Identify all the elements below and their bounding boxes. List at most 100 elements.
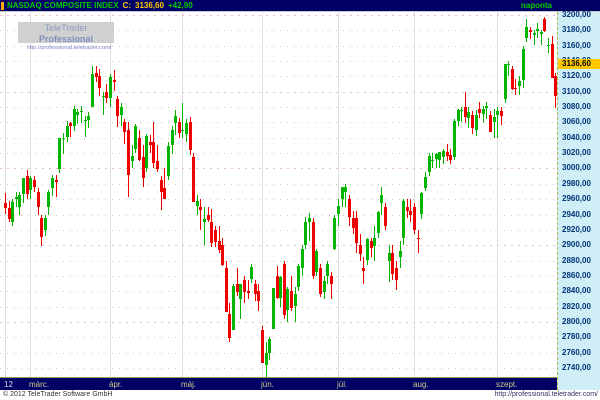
- candle: [438, 152, 441, 160]
- candle: [80, 111, 83, 112]
- candle: [399, 251, 402, 257]
- gridline-vertical: [182, 12, 183, 377]
- candle: [467, 112, 470, 118]
- gridline-horizontal: [0, 138, 557, 139]
- candle: [388, 253, 391, 261]
- price-axis[interactable]: 2740,00 2760,00 2780,00 2800,00 2820,00 2840,…: [557, 11, 600, 390]
- gridline-horizontal: [0, 107, 557, 108]
- price-axis-label: 2740,00: [562, 363, 591, 372]
- candle: [265, 353, 268, 365]
- candle: [525, 27, 528, 38]
- candle: [84, 120, 87, 121]
- candle-wick: [204, 207, 205, 245]
- candle-wick: [63, 133, 64, 154]
- gridline-horizontal: [0, 92, 557, 93]
- candle: [127, 130, 130, 175]
- candle: [496, 111, 499, 115]
- gridline-vertical: [414, 12, 415, 377]
- candle-wick: [16, 192, 17, 207]
- candle: [4, 203, 7, 208]
- candle: [181, 130, 184, 131]
- candle: [301, 249, 304, 268]
- gridline-horizontal: [0, 76, 557, 77]
- candle: [55, 180, 58, 182]
- candle-wick: [486, 102, 487, 119]
- candle: [149, 142, 152, 145]
- candle: [131, 156, 134, 161]
- candle: [160, 180, 163, 192]
- time-axis-label: aug.: [413, 380, 429, 389]
- candle: [15, 197, 18, 199]
- candle: [272, 288, 275, 329]
- gridline-horizontal: [0, 199, 557, 200]
- gridline-vertical: [497, 12, 498, 377]
- candle: [196, 201, 199, 206]
- candle: [123, 122, 126, 132]
- quote-bar: NASDAQ COMPOSITE INDEX C: 3136,60 +42,90…: [0, 0, 600, 12]
- candle: [243, 280, 246, 292]
- chart-plot-area[interactable]: TeleTrader Professional http://professio…: [0, 12, 557, 377]
- time-axis-label: márc.: [29, 380, 49, 389]
- watermark-brand: TeleTrader Professional: [38, 23, 94, 44]
- time-axis[interactable]: 12 márc. ápr. máj. jún. júl. aug. szept.: [0, 377, 557, 390]
- candle: [91, 74, 94, 107]
- gridline-horizontal: [0, 46, 557, 47]
- candle-wick: [77, 109, 78, 124]
- candle: [294, 294, 297, 306]
- candle: [33, 180, 36, 187]
- candle-wick: [410, 199, 411, 222]
- candle: [522, 49, 525, 80]
- timeframe-label[interactable]: naponta: [520, 0, 552, 10]
- candle: [312, 222, 315, 276]
- candle: [380, 195, 383, 203]
- candle: [87, 116, 90, 120]
- gridline-horizontal: [0, 353, 557, 354]
- candle: [134, 126, 137, 149]
- candle-wick: [331, 272, 332, 299]
- candle: [485, 106, 488, 108]
- candle: [413, 207, 416, 230]
- candle-wick: [182, 103, 183, 138]
- candle: [547, 45, 550, 46]
- candle: [105, 92, 108, 98]
- candle: [145, 136, 148, 168]
- candle: [482, 109, 485, 114]
- candle: [428, 156, 431, 172]
- candle: [540, 32, 543, 34]
- gridline-vertical: [262, 12, 263, 377]
- gridline-horizontal: [0, 261, 557, 262]
- candle: [308, 218, 311, 222]
- candle: [435, 154, 438, 159]
- time-axis-label: ápr.: [109, 380, 123, 389]
- price-axis-label: 2900,00: [562, 240, 591, 249]
- footer-url[interactable]: http://professional.teletrader.com/: [494, 391, 599, 398]
- candle: [185, 123, 188, 134]
- candle-wick: [508, 61, 509, 76]
- candle: [8, 208, 11, 219]
- candle: [276, 276, 279, 298]
- candle: [471, 115, 474, 128]
- candle: [475, 115, 478, 130]
- footer-strip: © 2012 TeleTrader Software GmbH http://p…: [0, 390, 600, 400]
- candle: [113, 80, 116, 82]
- candle: [446, 152, 449, 156]
- price-axis-label: 2840,00: [562, 286, 591, 295]
- candle: [261, 330, 264, 363]
- candle: [290, 291, 293, 308]
- candle: [40, 218, 43, 237]
- candle: [478, 109, 481, 113]
- candle: [529, 30, 532, 32]
- candle: [44, 218, 47, 230]
- candle: [518, 81, 521, 86]
- watermark-url: http://professional.teletrader.com/: [26, 45, 112, 51]
- candle-wick: [418, 230, 419, 253]
- gridline-vertical: [338, 12, 339, 377]
- gridline-horizontal: [0, 153, 557, 154]
- candle-wick: [248, 280, 249, 299]
- candle: [402, 201, 405, 238]
- candle: [120, 107, 123, 115]
- candle: [26, 176, 29, 194]
- candle: [189, 122, 192, 150]
- gridline-horizontal: [0, 30, 557, 31]
